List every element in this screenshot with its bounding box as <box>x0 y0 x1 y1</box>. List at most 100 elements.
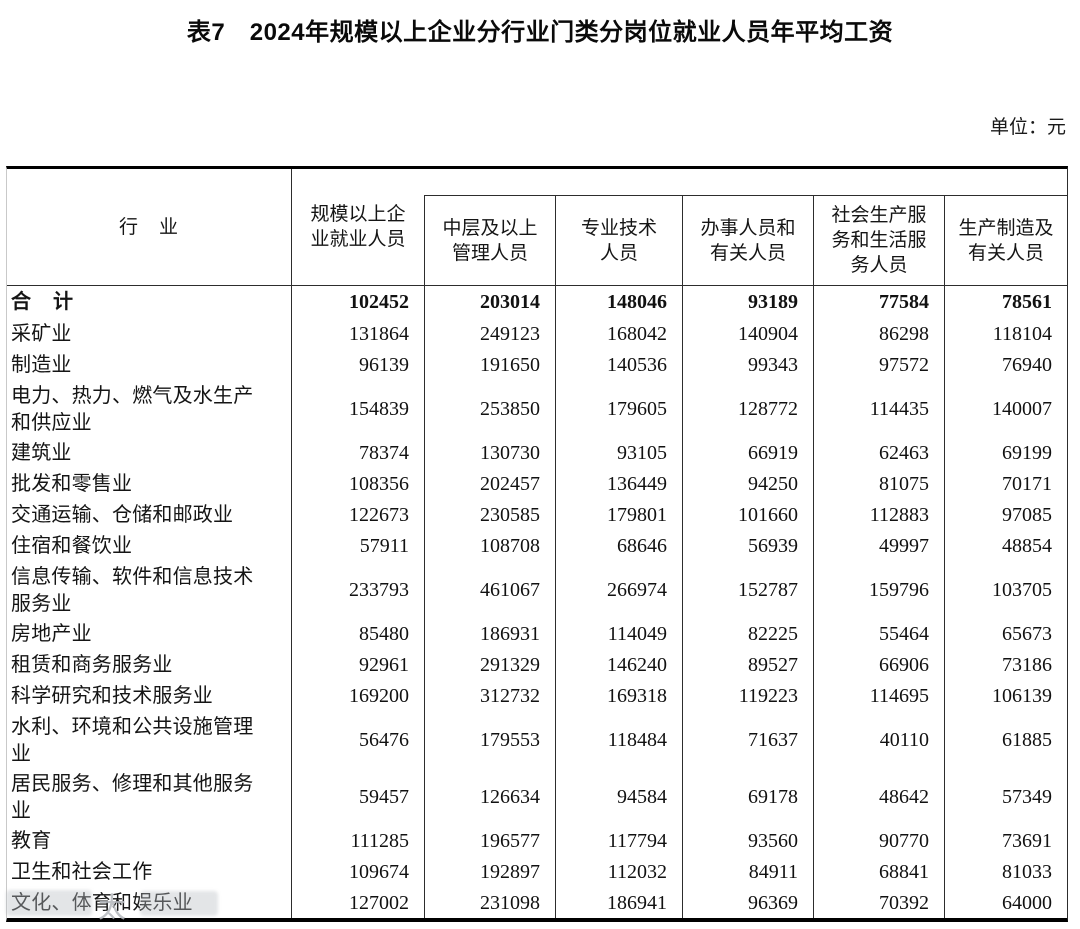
value-cell: 94250 <box>682 469 813 500</box>
value-cell: 103705 <box>944 562 1067 619</box>
value-cell: 89527 <box>682 650 813 681</box>
unit-label: 单位：元 <box>989 117 1066 138</box>
value-cell: 128772 <box>682 381 813 438</box>
value-cell: 159796 <box>813 562 944 619</box>
industry-cell: 信息传输、软件和信息技术 服务业 <box>11 565 254 615</box>
value-cell: 179605 <box>555 381 682 438</box>
header-industry: 行 业 <box>118 216 179 238</box>
value-cell: 97572 <box>813 350 944 381</box>
value-cell: 59457 <box>291 769 424 826</box>
table-row: 合 计 102452 203014 148046 93189 77584 78561 <box>7 286 1067 319</box>
value-cell: 186941 <box>555 888 682 918</box>
industry-cell: 卫生和社会工作 <box>11 861 153 883</box>
industry-cell: 电力、热力、燃气及水生产 和供应业 <box>11 384 254 434</box>
value-cell: 65673 <box>944 619 1067 650</box>
value-cell: 62463 <box>813 438 944 469</box>
value-cell: 179801 <box>555 500 682 531</box>
value-cell: 122673 <box>291 500 424 531</box>
value-cell: 169200 <box>291 681 424 712</box>
value-cell: 106139 <box>944 681 1067 712</box>
value-cell: 108708 <box>424 531 555 562</box>
value-cell: 81033 <box>944 857 1067 888</box>
value-cell: 108356 <box>291 469 424 500</box>
value-cell: 196577 <box>424 826 555 857</box>
industry-cell: 租赁和商务服务业 <box>11 654 173 676</box>
value-cell: 94584 <box>555 769 682 826</box>
value-cell: 146240 <box>555 650 682 681</box>
value-cell: 249123 <box>424 319 555 350</box>
value-cell: 85480 <box>291 619 424 650</box>
value-cell: 40110 <box>813 712 944 769</box>
value-cell: 69178 <box>682 769 813 826</box>
value-cell: 112032 <box>555 857 682 888</box>
industry-cell: 住宿和餐饮业 <box>11 535 133 557</box>
value-cell: 99343 <box>682 350 813 381</box>
industry-cell: 批发和零售业 <box>11 473 133 495</box>
industry-cell: 建筑业 <box>11 442 72 464</box>
value-cell: 101660 <box>682 500 813 531</box>
value-cell: 231098 <box>424 888 555 918</box>
value-cell: 76940 <box>944 350 1067 381</box>
table-header: 行 业 规模以上企 业就业人员 中层及以上 管理人员 专业技术 人员 办事人员和… <box>7 169 1067 286</box>
table-row: 采矿业 131864 249123 168042 140904 86298 118104 <box>7 319 1067 350</box>
value-cell: 78374 <box>291 438 424 469</box>
header-col-managers: 中层及以上 管理人员 <box>442 217 538 264</box>
value-cell: 191650 <box>424 350 555 381</box>
value-cell: 82225 <box>682 619 813 650</box>
value-cell: 70392 <box>813 888 944 918</box>
table-row: 文化、体育和娱乐业 127002 231098 186941 96369 70392 640… <box>7 888 1067 918</box>
value-cell: 154839 <box>291 381 424 438</box>
value-cell: 68841 <box>813 857 944 888</box>
table-row: 水利、环境和公共设施管理 业 56476 179553 118484 71637 4011… <box>7 712 1067 769</box>
industry-cell: 教育 <box>11 830 52 852</box>
table-title: 表7 2024年规模以上企业分行业门类分岗位就业人员年平均工资 <box>186 19 894 46</box>
value-cell: 73691 <box>944 826 1067 857</box>
value-cell: 168042 <box>555 319 682 350</box>
header-col-clerical: 办事人员和 有关人员 <box>682 196 813 285</box>
value-cell: 130730 <box>424 438 555 469</box>
value-cell: 192897 <box>424 857 555 888</box>
header-position-group: 中层及以上 管理人员 专业技术 人员 办事人员和 有关人员 社会生产服 务和生活… <box>424 195 1067 285</box>
table-row: 信息传输、软件和信息技术 服务业 233793 461067 266974 152787… <box>7 562 1067 619</box>
table-row: 房地产业 85480 186931 114049 82225 55464 65673 <box>7 619 1067 650</box>
value-cell: 114049 <box>555 619 682 650</box>
value-cell: 93560 <box>682 826 813 857</box>
value-cell: 118104 <box>944 319 1067 350</box>
value-cell: 77584 <box>813 286 944 319</box>
industry-cell: 科学研究和技术服务业 <box>11 685 213 707</box>
table-row: 租赁和商务服务业 92961 291329 146240 89527 66906 73186 <box>7 650 1067 681</box>
value-cell: 179553 <box>424 712 555 769</box>
value-cell: 152787 <box>682 562 813 619</box>
table-body: 合 计 102452 203014 148046 93189 77584 78561 采矿业 1… <box>7 286 1067 918</box>
value-cell: 64000 <box>944 888 1067 918</box>
value-cell: 68646 <box>555 531 682 562</box>
value-cell: 56939 <box>682 531 813 562</box>
value-cell: 127002 <box>291 888 424 918</box>
value-cell: 186931 <box>424 619 555 650</box>
value-cell: 97085 <box>944 500 1067 531</box>
value-cell: 73186 <box>944 650 1067 681</box>
value-cell: 126634 <box>424 769 555 826</box>
value-cell: 230585 <box>424 500 555 531</box>
value-cell: 202457 <box>424 469 555 500</box>
header-col-production: 生产制造及 有关人员 <box>944 196 1067 285</box>
industry-cell: 制造业 <box>11 354 72 376</box>
value-cell: 90770 <box>813 826 944 857</box>
value-cell: 312732 <box>424 681 555 712</box>
industry-cell: 水利、环境和公共设施管理 业 <box>11 715 254 765</box>
value-cell: 93105 <box>555 438 682 469</box>
value-cell: 111285 <box>291 826 424 857</box>
value-cell: 93189 <box>682 286 813 319</box>
value-cell: 169318 <box>555 681 682 712</box>
value-cell: 81075 <box>813 469 944 500</box>
value-cell: 461067 <box>424 562 555 619</box>
value-cell: 131864 <box>291 319 424 350</box>
value-cell: 114435 <box>813 381 944 438</box>
table-row: 批发和零售业 108356 202457 136449 94250 81075 70171 <box>7 469 1067 500</box>
table-row: 电力、热力、燃气及水生产 和供应业 154839 253850 179605 12877… <box>7 381 1067 438</box>
value-cell: 96139 <box>291 350 424 381</box>
value-cell: 266974 <box>555 562 682 619</box>
value-cell: 69199 <box>944 438 1067 469</box>
value-cell: 140007 <box>944 381 1067 438</box>
